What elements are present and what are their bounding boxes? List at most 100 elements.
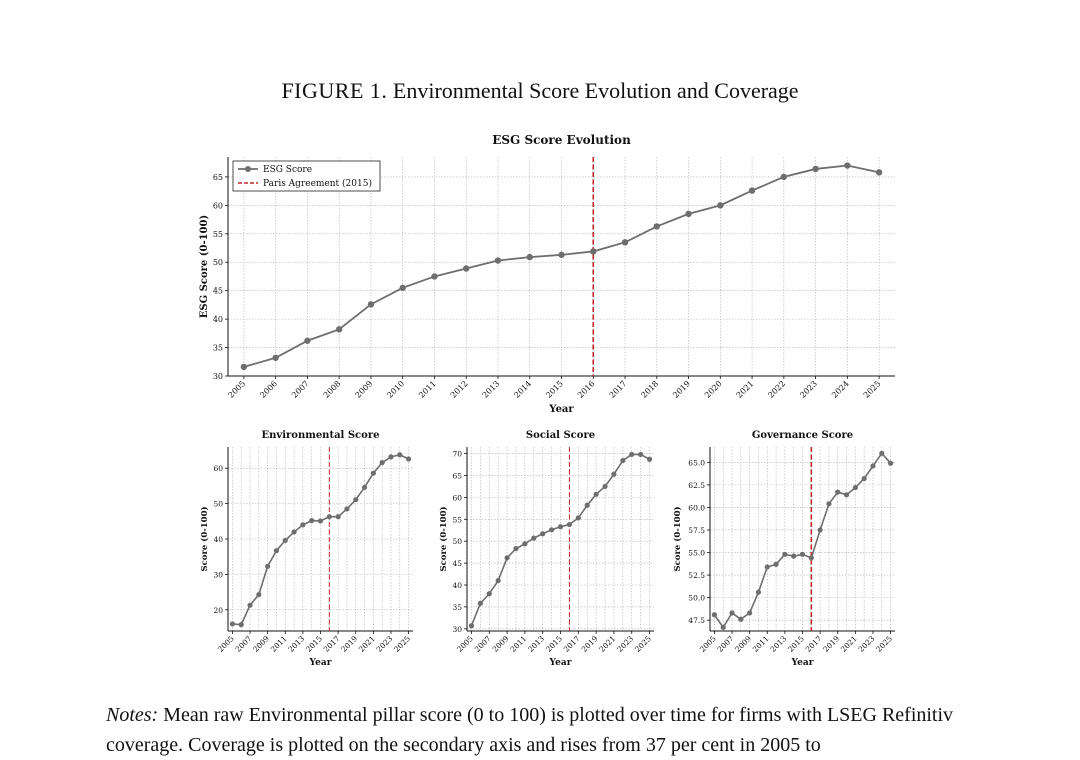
y-tick-label: 35 — [452, 603, 462, 612]
x-tick-label: 2021 — [597, 634, 617, 654]
x-tick-label: 2007 — [290, 379, 311, 400]
data-point — [388, 454, 394, 460]
x-tick-label: 2025 — [862, 379, 883, 400]
y-tick-label: 30 — [213, 372, 223, 381]
y-tick-label: 20 — [213, 606, 223, 615]
x-tick-label: 2009 — [251, 634, 271, 654]
y-tick-label: 62.5 — [688, 481, 705, 490]
y-tick-label: 60 — [213, 201, 223, 210]
x-axis-label: Year — [791, 658, 814, 668]
legend-esg-score: ESG Score — [263, 165, 312, 175]
x-tick-label: 2022 — [766, 379, 787, 400]
x-tick-label: 2017 — [804, 634, 824, 654]
x-tick-label: 2006 — [258, 379, 279, 400]
data-point — [309, 518, 315, 524]
chart-title: Environmental Score — [262, 430, 380, 441]
x-tick-label: 2019 — [339, 634, 359, 654]
y-axis-label: ESG Score (0-100) — [199, 215, 210, 318]
x-tick-label: 2017 — [322, 634, 342, 654]
x-tick-label: 2021 — [839, 634, 859, 654]
charts-canvas: 30 35 40 45 50 55 60 65 2005 2006 2007 2008 2009 2010… — [199, 133, 895, 668]
data-point — [584, 502, 590, 508]
data-point — [835, 489, 841, 495]
data-point — [548, 527, 555, 533]
x-tick-label: 2015 — [544, 379, 565, 400]
data-point — [799, 551, 806, 557]
data-point — [593, 491, 599, 497]
x-tick-label: 2015 — [304, 634, 324, 654]
x-tick-label: 2023 — [798, 379, 819, 400]
data-point — [513, 546, 519, 552]
governance-score-chart: 47.5 50.0 52.5 55.0 57.5 60.0 62.5 65.0 20052007… — [672, 430, 895, 668]
data-point — [317, 518, 324, 524]
data-point — [611, 471, 617, 477]
data-point — [621, 239, 629, 246]
x-tick-label: 2011 — [417, 379, 438, 400]
data-point — [558, 251, 565, 259]
x-tick-label: 2005 — [216, 634, 236, 654]
x-tick-label: 2021 — [357, 634, 377, 654]
data-point — [399, 284, 406, 292]
data-point — [748, 187, 756, 194]
data-point — [282, 537, 288, 544]
x-tick-label: 2007 — [473, 634, 493, 654]
x-axis-label: Year — [309, 658, 332, 668]
data-point — [887, 460, 894, 466]
x-tick-label: 2023 — [857, 634, 877, 654]
data-point — [256, 591, 262, 598]
data-point — [397, 452, 403, 458]
x-tick-label: 2005 — [698, 634, 718, 654]
data-point — [477, 600, 483, 607]
x-tick-label: 2023 — [615, 634, 635, 654]
data-point — [353, 497, 359, 503]
data-point — [300, 522, 306, 528]
y-axis-label: Score (0-100) — [199, 506, 210, 571]
chart-title: Governance Score — [752, 430, 853, 441]
y-tick-label: 50 — [213, 500, 223, 509]
x-tick-label: 2018 — [639, 379, 660, 400]
data-point — [602, 483, 608, 490]
data-point — [486, 591, 492, 597]
x-tick-label: 2013 — [481, 379, 502, 400]
data-point — [852, 484, 858, 491]
data-point — [566, 521, 573, 528]
legend-paris-agreement: Paris Agreement (2015) — [263, 178, 372, 189]
x-tick-label: 2017 — [608, 379, 629, 400]
x-axis-label: Year — [549, 658, 572, 668]
y-tick-label: 52.5 — [688, 571, 705, 580]
y-tick-label: 45 — [213, 287, 223, 296]
x-tick-label: 2024 — [830, 379, 851, 400]
chart-title: Social Score — [526, 430, 595, 441]
x-tick-label: 2025 — [633, 634, 653, 654]
data-point — [468, 623, 475, 629]
data-point — [361, 484, 368, 490]
esg-score-chart: 30 35 40 45 50 55 60 65 2005 2006 2007 2008 2009 2010… — [199, 133, 895, 415]
x-tick-label: 2005 — [227, 379, 248, 400]
y-tick-label: 60 — [213, 464, 223, 473]
x-tick-label: 2019 — [671, 379, 692, 400]
data-point — [764, 564, 770, 570]
data-point — [504, 555, 510, 561]
data-point — [590, 248, 597, 255]
y-tick-label: 55 — [452, 515, 462, 524]
y-tick-label: 70 — [452, 450, 462, 459]
x-tick-label: 2007 — [234, 634, 254, 654]
data-point — [273, 548, 280, 554]
social-score-chart: 3035404550556065702005200720092011201320… — [438, 430, 654, 668]
data-point — [791, 553, 797, 559]
y-tick-label: 30 — [213, 570, 223, 579]
y-tick-label: 35 — [213, 344, 223, 353]
y-tick-label: 30 — [452, 625, 462, 634]
x-tick-label: 2013 — [768, 634, 788, 654]
y-tick-label: 47.5 — [688, 616, 705, 625]
x-tick-label: 2023 — [375, 634, 395, 654]
data-point — [344, 506, 350, 512]
data-point — [653, 223, 660, 230]
notes-text: Mean raw Environmental pillar score (0 t… — [106, 704, 954, 756]
data-point — [272, 354, 279, 361]
data-point — [620, 457, 626, 464]
data-point — [265, 563, 271, 569]
data-point — [755, 589, 762, 595]
data-point — [879, 450, 885, 456]
data-point — [240, 363, 248, 371]
